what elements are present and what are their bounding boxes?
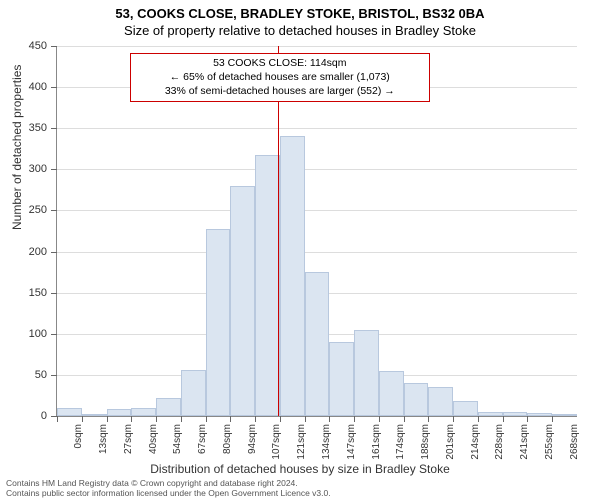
x-tick-label: 121sqm (296, 424, 307, 460)
histogram-bar (428, 387, 453, 416)
x-tick (230, 416, 231, 422)
histogram-bar (82, 414, 107, 416)
y-tick-label: 50 (35, 369, 47, 381)
y-tick-label: 250 (29, 204, 47, 216)
y-tick-label: 150 (29, 287, 47, 299)
x-tick (428, 416, 429, 422)
grid-line (57, 128, 577, 129)
grid-line (57, 252, 577, 253)
x-tick (503, 416, 504, 422)
x-tick-label: 13sqm (98, 424, 109, 454)
y-tick-label: 100 (29, 328, 47, 340)
histogram-bar (230, 186, 255, 416)
histogram-bar (552, 414, 577, 416)
x-tick (131, 416, 132, 422)
x-tick-label: 27sqm (123, 424, 134, 454)
x-tick (404, 416, 405, 422)
x-axis-title: Distribution of detached houses by size … (0, 462, 600, 476)
histogram-bar (255, 155, 280, 416)
histogram-bar (527, 413, 552, 416)
x-tick (527, 416, 528, 422)
x-tick-label: 134sqm (321, 424, 332, 460)
x-tick (82, 416, 83, 422)
histogram-bar (57, 408, 82, 416)
annotation-box: 53 COOKS CLOSE: 114sqm ← 65% of detached… (130, 53, 430, 102)
x-tick (255, 416, 256, 422)
x-tick (206, 416, 207, 422)
grid-line (57, 169, 577, 170)
x-tick (107, 416, 108, 422)
x-tick-label: 255sqm (544, 424, 555, 460)
y-axis-title: Number of detached properties (10, 65, 24, 230)
chart-container: 53, COOKS CLOSE, BRADLEY STOKE, BRISTOL,… (0, 0, 600, 500)
x-tick (57, 416, 58, 422)
y-tick (51, 334, 57, 335)
x-tick (156, 416, 157, 422)
y-tick (51, 252, 57, 253)
chart-title-address: 53, COOKS CLOSE, BRADLEY STOKE, BRISTOL,… (0, 0, 600, 21)
x-tick (552, 416, 553, 422)
x-tick-label: 201sqm (445, 424, 456, 460)
histogram-bar (478, 412, 503, 416)
x-tick-label: 268sqm (569, 424, 580, 460)
x-tick-label: 67sqm (197, 424, 208, 454)
x-tick (453, 416, 454, 422)
x-tick-label: 174sqm (395, 424, 406, 460)
annotation-line2: ← 65% of detached houses are smaller (1,… (137, 71, 423, 85)
chart-title-desc: Size of property relative to detached ho… (0, 21, 600, 38)
y-tick (51, 87, 57, 88)
x-tick-label: 107sqm (271, 424, 282, 460)
y-tick-label: 0 (41, 410, 47, 422)
histogram-bar (280, 136, 305, 416)
histogram-bar (503, 412, 528, 416)
annotation-line1: 53 COOKS CLOSE: 114sqm (137, 57, 423, 71)
footer-line2: Contains public sector information licen… (6, 489, 594, 498)
x-tick-label: 161sqm (371, 424, 382, 460)
y-tick (51, 128, 57, 129)
histogram-bar (181, 370, 206, 416)
y-tick-label: 450 (29, 40, 47, 52)
x-tick (379, 416, 380, 422)
x-tick-label: 94sqm (247, 424, 258, 454)
x-tick (280, 416, 281, 422)
histogram-bar (354, 330, 379, 416)
y-tick-label: 350 (29, 122, 47, 134)
histogram-bar (156, 398, 181, 416)
x-tick-label: 147sqm (346, 424, 357, 460)
histogram-bar (453, 401, 478, 416)
y-tick (51, 46, 57, 47)
y-tick (51, 169, 57, 170)
annotation-line3: 33% of semi-detached houses are larger (… (137, 85, 423, 99)
y-tick (51, 210, 57, 211)
histogram-bar (107, 409, 132, 416)
histogram-bar (131, 408, 156, 416)
x-tick-label: 214sqm (470, 424, 481, 460)
x-tick (181, 416, 182, 422)
x-tick (478, 416, 479, 422)
histogram-bar (329, 342, 354, 416)
histogram-bar (206, 229, 231, 416)
y-tick-label: 200 (29, 246, 47, 258)
plot-area: 0501001502002503003504004500sqm13sqm27sq… (56, 46, 577, 417)
x-tick (329, 416, 330, 422)
x-tick-label: 40sqm (148, 424, 159, 454)
histogram-bar (305, 272, 330, 416)
y-tick-label: 400 (29, 81, 47, 93)
histogram-bar (404, 383, 429, 416)
x-tick-label: 228sqm (494, 424, 505, 460)
x-tick (305, 416, 306, 422)
x-tick-label: 241sqm (519, 424, 530, 460)
histogram-bar (379, 371, 404, 416)
grid-line (57, 46, 577, 47)
footer: Contains HM Land Registry data © Crown c… (6, 479, 594, 498)
x-tick-label: 0sqm (73, 424, 84, 448)
x-tick (354, 416, 355, 422)
y-tick (51, 375, 57, 376)
x-tick-label: 188sqm (420, 424, 431, 460)
y-tick-label: 300 (29, 163, 47, 175)
x-tick-label: 54sqm (172, 424, 183, 454)
grid-line (57, 210, 577, 211)
y-tick (51, 293, 57, 294)
x-tick-label: 80sqm (222, 424, 233, 454)
